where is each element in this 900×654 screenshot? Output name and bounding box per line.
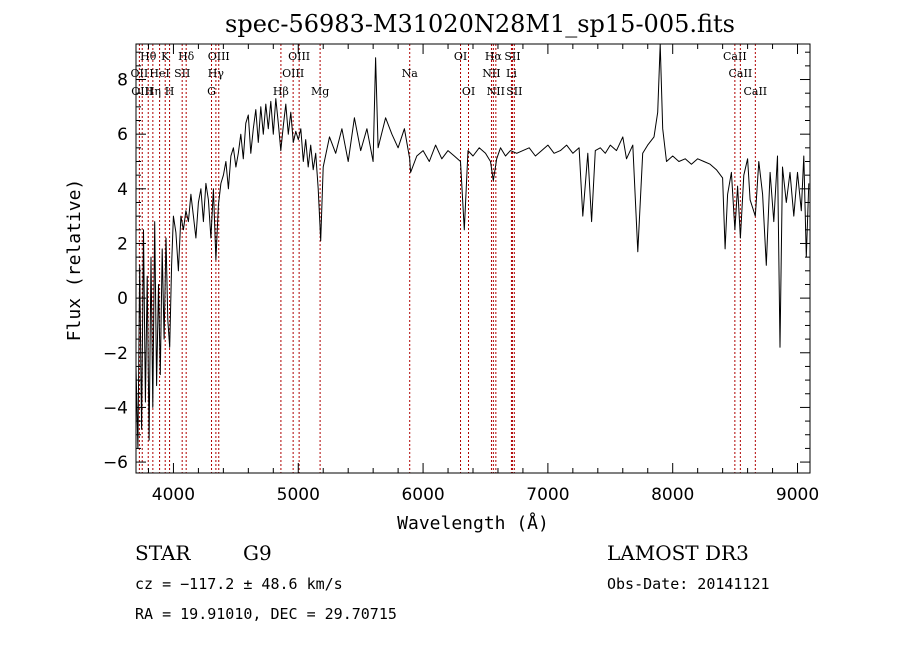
marker-label-17: CaII bbox=[729, 67, 753, 80]
x-tick-label-4000: 4000 bbox=[152, 485, 195, 505]
marker-label-3: OIII bbox=[208, 50, 230, 63]
marker-label-24: OI bbox=[462, 85, 475, 98]
marker-label-26: SII bbox=[506, 85, 522, 98]
marker-label-15: NII bbox=[482, 67, 500, 80]
x-tick-label-9000: 9000 bbox=[776, 485, 819, 505]
marker-label-1: K bbox=[161, 50, 170, 63]
spectrum-series bbox=[135, 43, 810, 449]
y-tick-label--6: −6 bbox=[103, 453, 128, 473]
x-tick-label-5000: 5000 bbox=[277, 485, 320, 505]
x-tick-label-6000: 6000 bbox=[401, 485, 444, 505]
marker-label-13: OIII bbox=[282, 67, 304, 80]
y-axis-label: Flux (relative) bbox=[64, 179, 85, 342]
chart-title: spec-56983-M31020N28M1_sp15-005.fits bbox=[225, 10, 735, 38]
y-tick-label--2: −2 bbox=[103, 344, 128, 364]
marker-label-21: G bbox=[207, 85, 216, 98]
x-axis-ticks: 4000 5000 6000 7000 8000 9000 bbox=[147, 44, 819, 505]
y-tick-label--4: −4 bbox=[103, 398, 128, 418]
marker-label-4: OIII bbox=[288, 50, 310, 63]
marker-label-5: OI bbox=[454, 50, 467, 63]
object-class: STAR bbox=[135, 541, 191, 565]
obs-date: Obs-Date: 20141121 bbox=[607, 575, 770, 593]
coordinates: RA = 19.91010, DEC = 29.70715 bbox=[135, 605, 397, 623]
y-tick-label-6: 6 bbox=[117, 125, 128, 145]
marker-label-0: Hθ bbox=[140, 50, 157, 63]
y-tick-label-0: 0 bbox=[117, 289, 128, 309]
plot-frame bbox=[135, 43, 811, 474]
marker-label-11: SII bbox=[174, 67, 190, 80]
x-tick-label-7000: 7000 bbox=[526, 485, 569, 505]
marker-label-18: OIII bbox=[131, 85, 153, 98]
spectrum-line-0 bbox=[135, 43, 810, 449]
marker-label-20: H bbox=[165, 85, 175, 98]
y-tick-label-4: 4 bbox=[117, 180, 128, 200]
marker-label-25: NII bbox=[487, 85, 505, 98]
marker-label-14: Na bbox=[402, 67, 419, 80]
spectral-line-markers bbox=[138, 44, 756, 473]
y-axis-ticks: −6 −4 −2 0 2 4 6 8 bbox=[103, 51, 810, 473]
marker-label-2: Hδ bbox=[178, 50, 195, 63]
marker-label-19: Hη bbox=[145, 85, 161, 98]
cz-value: cz = −117.2 ± 48.6 km/s bbox=[135, 575, 343, 593]
y-tick-label-8: 8 bbox=[117, 71, 128, 91]
marker-label-7: SII bbox=[504, 50, 520, 63]
marker-label-16: Li bbox=[506, 67, 517, 80]
x-axis-label: Wavelength (Å) bbox=[397, 512, 549, 534]
y-tick-label-2: 2 bbox=[117, 234, 128, 254]
marker-label-8: CaII bbox=[723, 50, 747, 63]
marker-label-23: Mg bbox=[311, 85, 329, 98]
marker-label-22: Hβ bbox=[273, 85, 289, 98]
survey-name: LAMOST DR3 bbox=[607, 541, 749, 565]
object-subclass: G9 bbox=[243, 541, 272, 565]
x-tick-label-8000: 8000 bbox=[651, 485, 694, 505]
marker-label-12: Hγ bbox=[208, 67, 225, 80]
marker-label-10: HeI bbox=[149, 67, 169, 80]
marker-label-9: OII bbox=[131, 67, 149, 80]
marker-label-6: Hα bbox=[485, 50, 503, 63]
marker-label-27: CaII bbox=[743, 85, 767, 98]
